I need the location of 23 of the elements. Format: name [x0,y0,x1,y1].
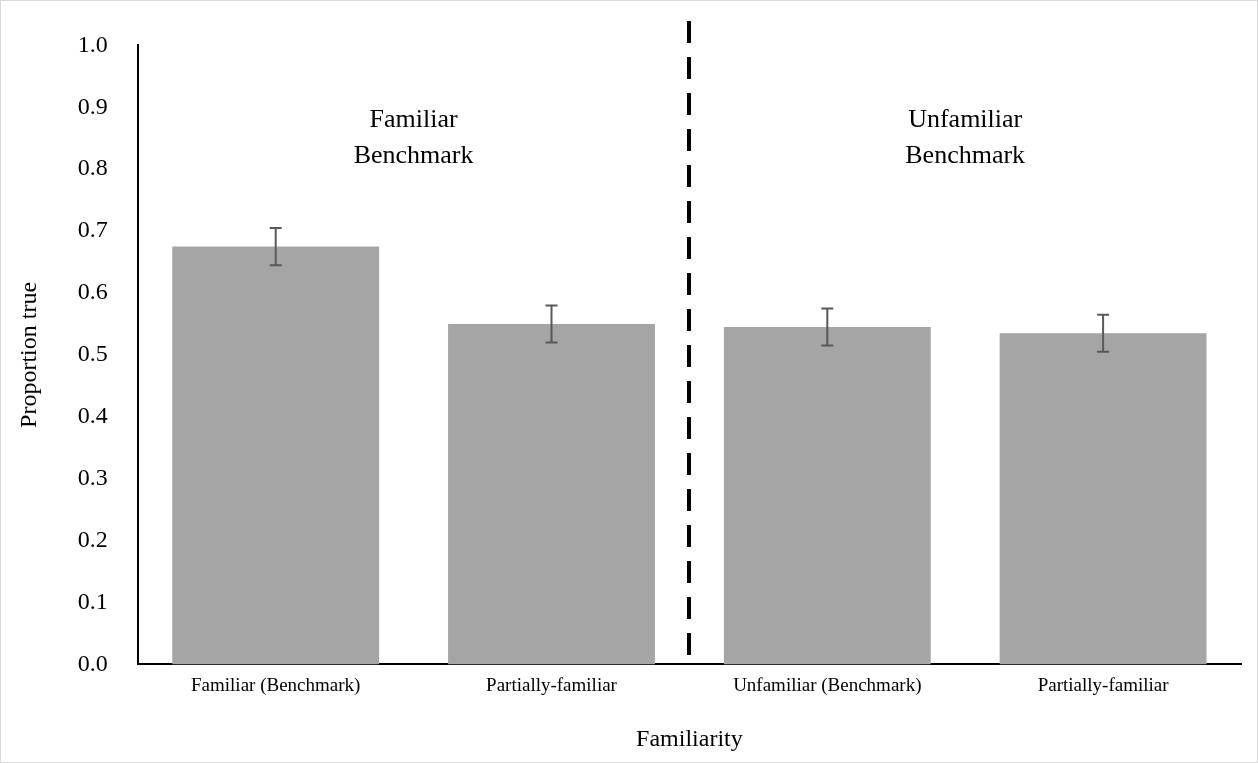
y-tick-label: 0.3 [77,464,108,490]
y-tick-label: 0.8 [77,154,108,181]
x-tick-label: Unfamiliar (Benchmark) [733,673,922,696]
y-tick-label: 0.0 [77,649,108,676]
y-tick-label: 0.9 [77,92,108,119]
annotation: Familiar Benchmark [353,104,474,170]
y-tick-label: 0.1 [77,587,108,614]
bar [172,246,380,665]
annotation: Unfamiliar Benchmark [905,104,1026,170]
bar [448,323,655,665]
y-axis-title: Proportion true [14,281,41,428]
y-tick-label: 0.7 [77,216,108,243]
y-tick-label: 0.6 [77,278,108,305]
bar [723,327,931,665]
x-tick-label: Familiar (Benchmark) [191,673,361,696]
x-tick-label: Partially-familiar [1037,673,1170,695]
y-tick-label: 0.2 [77,525,108,552]
x-tick-label: Partially-familiar [486,673,618,695]
bar [999,333,1207,665]
y-tick-label: 0.5 [77,340,108,367]
y-tick-label: 1.0 [77,30,108,57]
x-axis-title: Familiarity [636,724,743,751]
y-tick-label: 0.4 [77,402,108,429]
